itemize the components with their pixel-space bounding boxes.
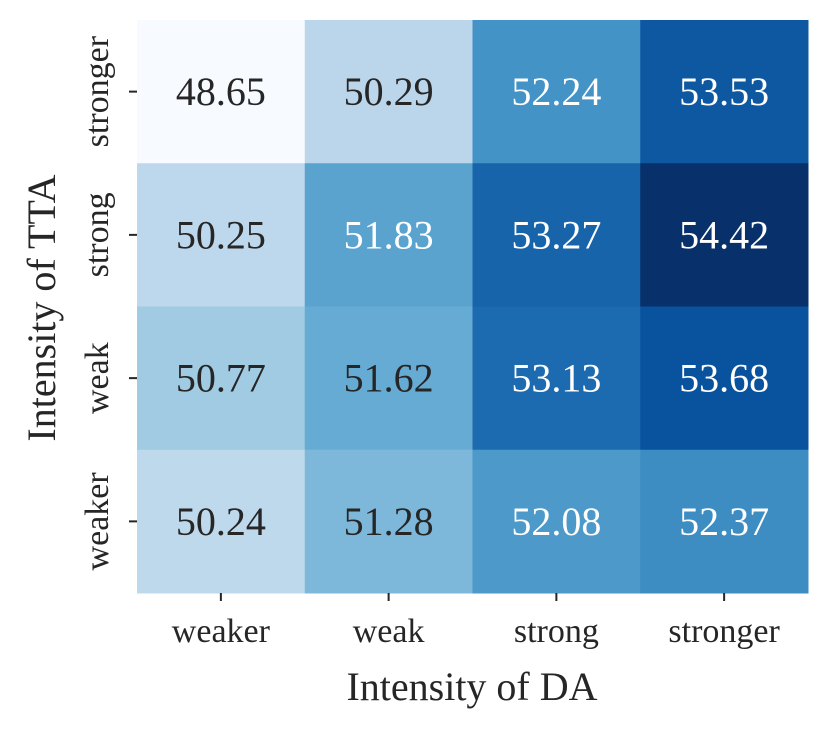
cell-value-label: 52.24 bbox=[511, 69, 601, 114]
heatmap-cell bbox=[304, 449, 473, 594]
y-tick-label: strong bbox=[79, 192, 116, 277]
cell-value-label: 52.37 bbox=[679, 499, 769, 544]
cell-value-label: 51.83 bbox=[344, 212, 434, 257]
cell-value-label: 50.25 bbox=[176, 212, 266, 257]
cell-value-label: 50.77 bbox=[176, 356, 266, 401]
heatmap-cell bbox=[304, 306, 473, 451]
cell-value-label: 50.24 bbox=[176, 499, 266, 544]
x-tick-label: weak bbox=[353, 613, 425, 650]
heatmap-cell bbox=[640, 20, 809, 164]
x-tick-label: strong bbox=[514, 613, 599, 650]
heatmap-cell bbox=[304, 20, 473, 164]
heatmap-cell bbox=[640, 306, 809, 451]
heatmap-cell bbox=[472, 306, 641, 451]
heatmap-cell bbox=[304, 163, 473, 307]
x-tick-label: stronger bbox=[668, 613, 780, 650]
y-tick-label: weaker bbox=[79, 472, 116, 571]
x-axis-title: Intensity of DA bbox=[346, 664, 597, 709]
y-axis-title: Intensity of TTA bbox=[19, 174, 64, 441]
y-axis: stronger strong weak weaker bbox=[79, 35, 137, 570]
cell-value-label: 53.53 bbox=[679, 69, 769, 114]
cell-value-label: 54.42 bbox=[679, 212, 769, 257]
heatmap-cells: 48.65 50.29 52.24 53.53 50.25 51.83 53.27 54.42… bbox=[137, 20, 809, 594]
x-axis: weaker weak strong stronger bbox=[172, 593, 781, 650]
cell-value-label: 53.27 bbox=[511, 212, 601, 257]
heatmap-cell bbox=[640, 449, 809, 594]
x-tick-label: weaker bbox=[172, 613, 271, 650]
cell-value-label: 50.29 bbox=[344, 69, 434, 114]
heatmap-cell bbox=[640, 163, 809, 307]
cell-value-label: 51.62 bbox=[344, 356, 434, 401]
heatmap-cell bbox=[472, 163, 641, 307]
cell-value-label: 53.13 bbox=[511, 356, 601, 401]
y-tick-label: stronger bbox=[79, 35, 116, 147]
cell-value-label: 52.08 bbox=[511, 499, 601, 544]
heatmap-cell bbox=[472, 20, 641, 164]
cell-value-label: 48.65 bbox=[176, 69, 266, 114]
heatmap-cell bbox=[137, 163, 306, 307]
y-tick-label: weak bbox=[79, 342, 116, 414]
heatmap-cell bbox=[472, 449, 641, 594]
cell-value-label: 53.68 bbox=[679, 356, 769, 401]
heatmap-cell bbox=[137, 20, 306, 164]
cell-value-label: 51.28 bbox=[344, 499, 434, 544]
heatmap-cell bbox=[137, 449, 306, 594]
heatmap-cell bbox=[137, 306, 306, 451]
